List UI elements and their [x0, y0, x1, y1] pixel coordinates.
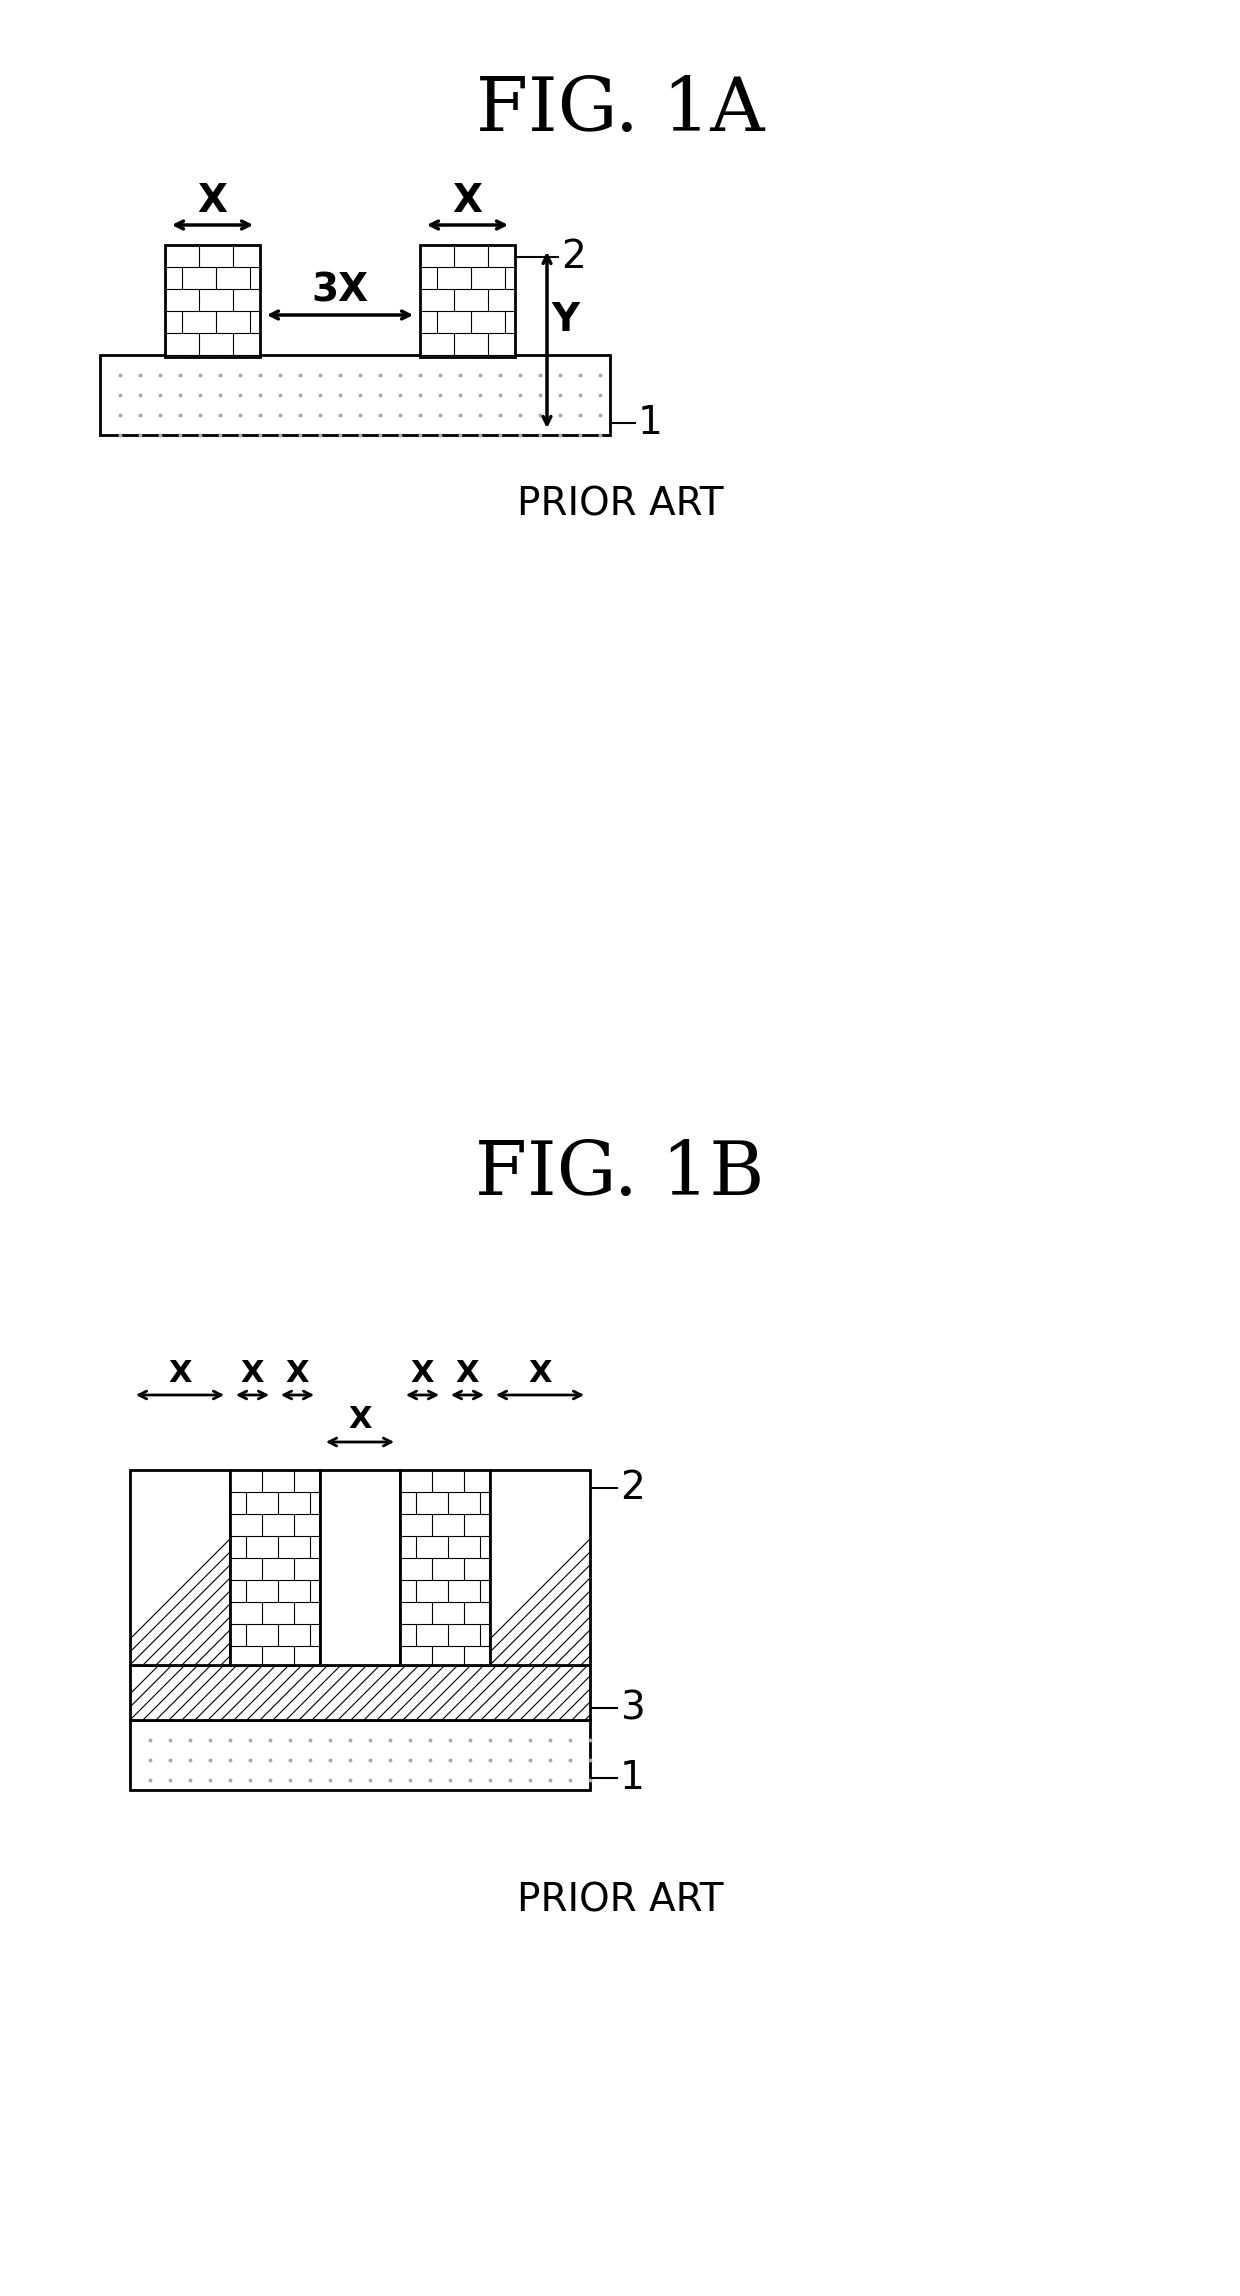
- Text: X: X: [241, 1359, 264, 1387]
- Text: 3X: 3X: [311, 271, 368, 310]
- Text: PRIOR ART: PRIOR ART: [517, 1880, 723, 1919]
- Bar: [490, 1469, 590, 1665]
- Text: 1: 1: [639, 404, 663, 443]
- Bar: [420, 246, 515, 356]
- Bar: [229, 1469, 320, 1665]
- Bar: [130, 1720, 590, 1791]
- Text: FIG. 1B: FIG. 1B: [475, 1139, 765, 1212]
- Text: Y: Y: [551, 301, 579, 340]
- Text: 2: 2: [620, 1469, 645, 1506]
- Bar: [401, 1469, 490, 1665]
- Text: X: X: [410, 1359, 434, 1387]
- Text: X: X: [528, 1359, 552, 1387]
- Bar: [320, 1469, 401, 1665]
- Bar: [130, 1469, 229, 1665]
- Text: X: X: [348, 1405, 372, 1435]
- Text: X: X: [197, 181, 227, 220]
- Text: 3: 3: [620, 1690, 645, 1727]
- Text: X: X: [169, 1359, 192, 1387]
- Bar: [130, 1665, 590, 1720]
- Text: X: X: [285, 1359, 309, 1387]
- Text: PRIOR ART: PRIOR ART: [517, 487, 723, 523]
- Text: 2: 2: [560, 239, 585, 276]
- Bar: [100, 356, 610, 434]
- Text: X: X: [453, 181, 482, 220]
- Text: FIG. 1A: FIG. 1A: [476, 73, 764, 147]
- Text: X: X: [456, 1359, 479, 1387]
- Text: 1: 1: [620, 1759, 645, 1798]
- Bar: [165, 246, 260, 356]
